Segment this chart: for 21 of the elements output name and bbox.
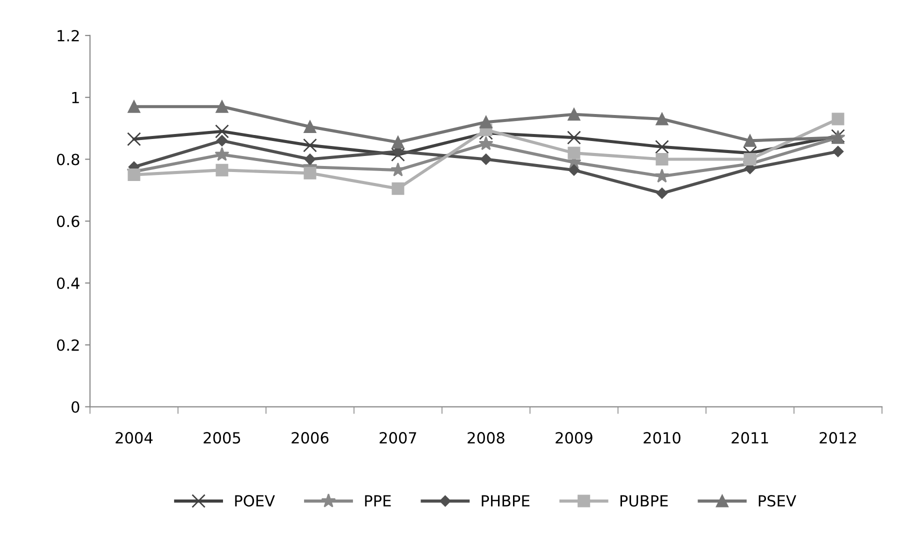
x-tick-label: 2009 bbox=[556, 432, 592, 444]
x-tick-label: 2011 bbox=[732, 432, 768, 444]
x-tick-label: 2012 bbox=[820, 432, 856, 444]
x-tick-label: 2004 bbox=[116, 432, 153, 444]
legend-label: PPE bbox=[365, 495, 391, 506]
x-tick-label: 2007 bbox=[380, 432, 416, 444]
x-tick-label: 2010 bbox=[644, 432, 680, 444]
y-tick-label: 0.6 bbox=[56, 216, 80, 228]
y-tick-label: 1.2 bbox=[58, 30, 79, 42]
legend-label: PSEV bbox=[758, 495, 796, 507]
y-tick-label: 0 bbox=[72, 401, 80, 413]
y-tick-label: 0.8 bbox=[56, 154, 80, 166]
legend-label: POEV bbox=[235, 495, 275, 507]
x-tick-label: 2005 bbox=[204, 432, 240, 444]
y-tick-label: 0.2 bbox=[56, 339, 79, 351]
x-tick-label: 2006 bbox=[292, 432, 328, 444]
y-tick-label: 1 bbox=[72, 92, 79, 104]
legend-label: PUBPE bbox=[620, 495, 668, 507]
legend-label: PHBPE bbox=[482, 495, 530, 506]
y-tick-label: 0.4 bbox=[56, 277, 80, 290]
x-tick-label: 2008 bbox=[468, 432, 504, 444]
